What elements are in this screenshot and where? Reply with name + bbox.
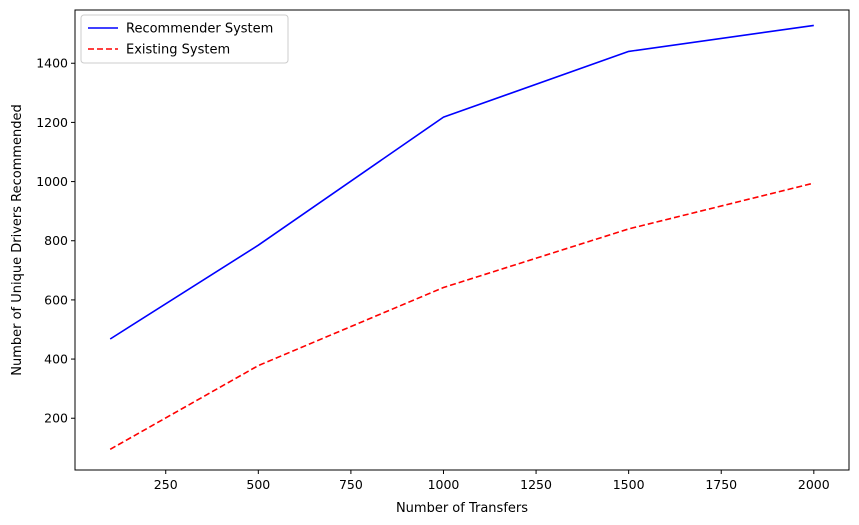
y-tick-label: 1000 [36,174,68,189]
x-axis-label: Number of Transfers [396,501,528,516]
y-axis-label: Number of Unique Drivers Recommended [10,104,25,376]
x-axis-ticks: 250 500 750 1000 1250 1500 1750 2000 [154,470,830,492]
series-layer [109,24,814,450]
legend-box [80,14,289,64]
series-line-recommender-system [109,24,814,340]
y-tick-label: 1200 [36,115,68,130]
x-tick-label: 1750 [705,477,737,492]
legend-label-existing-system: Existing System [126,43,230,58]
y-tick-label: 200 [44,411,68,426]
y-axis-ticks: 200 400 600 800 1000 1200 1400 [36,56,75,426]
y-tick-label: 1400 [36,56,68,71]
x-tick-label: 500 [246,477,270,492]
x-tick-label: 1500 [613,477,645,492]
x-tick-label: 250 [154,477,178,492]
y-tick-label: 400 [44,352,68,367]
x-tick-label: 750 [339,477,363,492]
x-tick-label: 1000 [428,477,460,492]
legend-label-recommender-system: Recommender System [126,22,273,37]
y-tick-label: 600 [44,292,68,307]
y-tick-label: 800 [44,233,68,248]
x-tick-label: 2000 [798,477,830,492]
x-tick-label: 1250 [520,477,552,492]
plot-frame [74,9,850,471]
legend: Recommender System Existing System [80,14,289,64]
series-line-existing-system [109,182,814,450]
